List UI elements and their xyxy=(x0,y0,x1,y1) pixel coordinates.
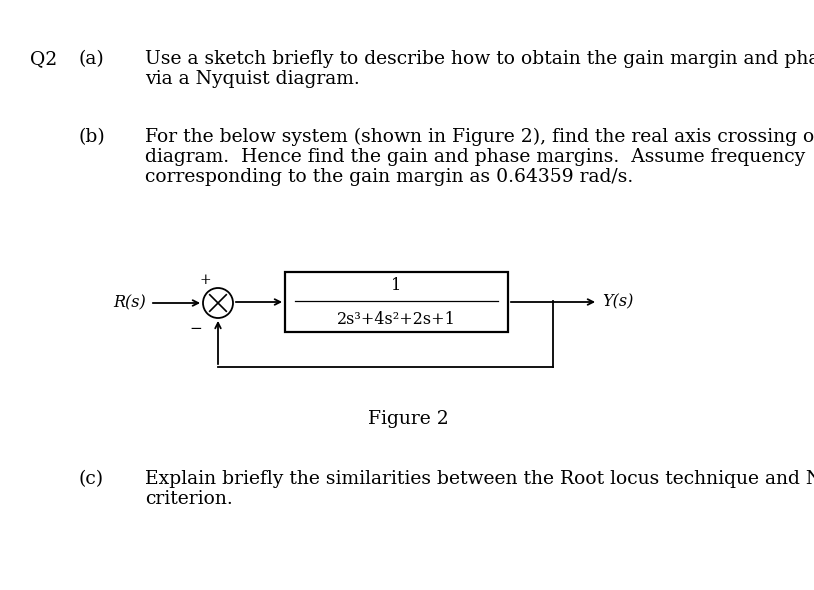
Text: (b): (b) xyxy=(78,128,105,146)
Text: Q2: Q2 xyxy=(30,50,57,68)
Text: −: − xyxy=(189,322,202,336)
Text: Y(s): Y(s) xyxy=(602,293,633,310)
Text: (c): (c) xyxy=(78,470,103,488)
Text: Figure 2: Figure 2 xyxy=(368,410,449,428)
Text: 1: 1 xyxy=(392,277,401,294)
Text: R(s): R(s) xyxy=(113,294,146,312)
Text: corresponding to the gain margin as 0.64359 rad/s.: corresponding to the gain margin as 0.64… xyxy=(145,168,633,186)
Text: 2s³+4s²+2s+1: 2s³+4s²+2s+1 xyxy=(337,310,456,327)
Text: (a): (a) xyxy=(78,50,103,68)
Bar xyxy=(285,272,508,332)
Text: via a Nyquist diagram.: via a Nyquist diagram. xyxy=(145,70,360,88)
Text: +: + xyxy=(199,273,211,287)
Text: Explain briefly the similarities between the Root locus technique and Nyquist: Explain briefly the similarities between… xyxy=(145,470,814,488)
Text: Use a sketch briefly to describe how to obtain the gain margin and phase margin: Use a sketch briefly to describe how to … xyxy=(145,50,814,68)
Text: For the below system (shown in Figure 2), find the real axis crossing of Nyquist: For the below system (shown in Figure 2)… xyxy=(145,128,814,146)
Text: diagram.  Hence find the gain and phase margins.  Assume frequency: diagram. Hence find the gain and phase m… xyxy=(145,148,805,166)
Text: criterion.: criterion. xyxy=(145,490,233,508)
